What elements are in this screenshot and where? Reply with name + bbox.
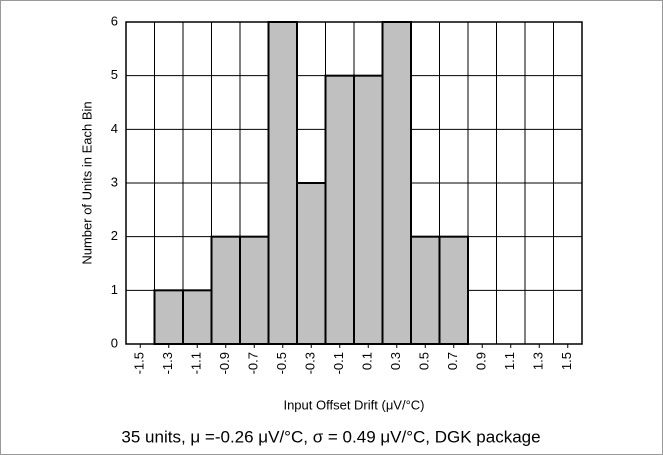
- y-axis-title: Number of Units in Each Bin: [79, 101, 94, 264]
- bar: [182, 289, 213, 346]
- x-tick-label: -1.5: [132, 352, 147, 374]
- x-tick-label: -1.1: [189, 352, 204, 374]
- bar: [239, 235, 270, 346]
- bar: [324, 74, 355, 346]
- x-tick-label: 0.1: [360, 352, 375, 370]
- y-tick-label: 4: [111, 121, 118, 136]
- bar: [353, 74, 384, 346]
- bar: [410, 235, 441, 346]
- x-tick-label: -0.9: [217, 352, 232, 374]
- x-tick-label: -1.3: [160, 352, 175, 374]
- x-tick-label: 0.5: [417, 352, 432, 370]
- y-tick-label: 2: [111, 228, 118, 243]
- plot-border: [125, 21, 583, 345]
- bar: [210, 235, 241, 346]
- x-tick-label: 1.1: [502, 352, 517, 370]
- y-tick-label: 3: [111, 174, 118, 189]
- y-tick-label: 5: [111, 67, 118, 82]
- x-tick-label: 0.7: [445, 352, 460, 370]
- x-tick-label: -0.3: [303, 352, 318, 374]
- x-tick-label: -0.1: [331, 352, 346, 374]
- bar: [296, 182, 327, 345]
- x-axis-title: Input Offset Drift (μV/°C): [283, 397, 424, 412]
- y-tick-label: 1: [111, 282, 118, 297]
- bar: [153, 289, 184, 346]
- x-tick-label: -0.7: [246, 352, 261, 374]
- bar: [381, 21, 412, 345]
- x-tick-label: 0.3: [388, 352, 403, 370]
- bar: [438, 235, 469, 346]
- caption: 35 units, μ =-0.26 μV/°C, σ = 0.49 μV/°C…: [121, 427, 540, 446]
- bar: [267, 21, 298, 345]
- x-tick-label: 1.3: [531, 352, 546, 370]
- x-tick-label: 0.9: [474, 352, 489, 370]
- y-tick-label: 6: [111, 13, 118, 28]
- x-tick-label: -0.5: [274, 352, 289, 374]
- y-tick-label: 0: [111, 335, 118, 350]
- x-tick-label: 1.5: [559, 352, 574, 370]
